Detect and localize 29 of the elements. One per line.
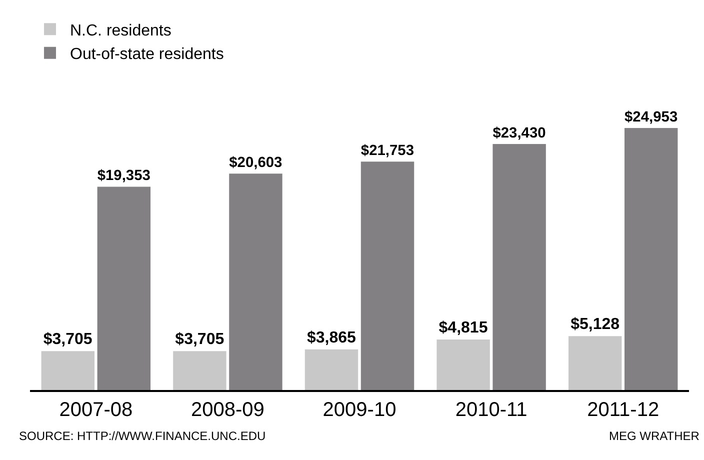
legend-label: Out-of-state residents bbox=[70, 46, 224, 64]
bar bbox=[492, 144, 546, 390]
bar bbox=[360, 162, 414, 390]
bar bbox=[229, 174, 282, 390]
x-tick-label: 2011-12 bbox=[587, 399, 660, 421]
data-label: $21,753 bbox=[360, 142, 414, 159]
data-label: $24,953 bbox=[624, 109, 678, 126]
data-label: $19,353 bbox=[97, 168, 150, 184]
x-tick-label: 2008-09 bbox=[190, 399, 264, 421]
x-tick-label: 2007-08 bbox=[59, 399, 133, 421]
bar bbox=[173, 351, 226, 390]
bar bbox=[568, 336, 622, 390]
data-label: $3,705 bbox=[43, 331, 92, 348]
source-note: SOURCE: HTTP://WWW.FINANCE.UNC.EDU bbox=[19, 429, 266, 443]
data-label: $3,865 bbox=[306, 329, 356, 346]
legend-label: N.C. residents bbox=[70, 22, 172, 40]
bar bbox=[436, 339, 490, 390]
data-label: $4,815 bbox=[438, 319, 488, 336]
data-label: $20,603 bbox=[229, 154, 282, 171]
bar bbox=[304, 349, 358, 390]
data-label: $3,705 bbox=[175, 331, 224, 348]
text: MEG WRATHER bbox=[609, 429, 700, 443]
x-tick-label: 2009-10 bbox=[322, 399, 396, 421]
bar bbox=[41, 351, 94, 390]
data-label: $5,128 bbox=[570, 316, 620, 334]
x-tick-label: 2010-11 bbox=[455, 399, 528, 421]
bar bbox=[624, 128, 678, 390]
bar bbox=[97, 186, 151, 390]
data-label: $23,430 bbox=[492, 125, 546, 142]
